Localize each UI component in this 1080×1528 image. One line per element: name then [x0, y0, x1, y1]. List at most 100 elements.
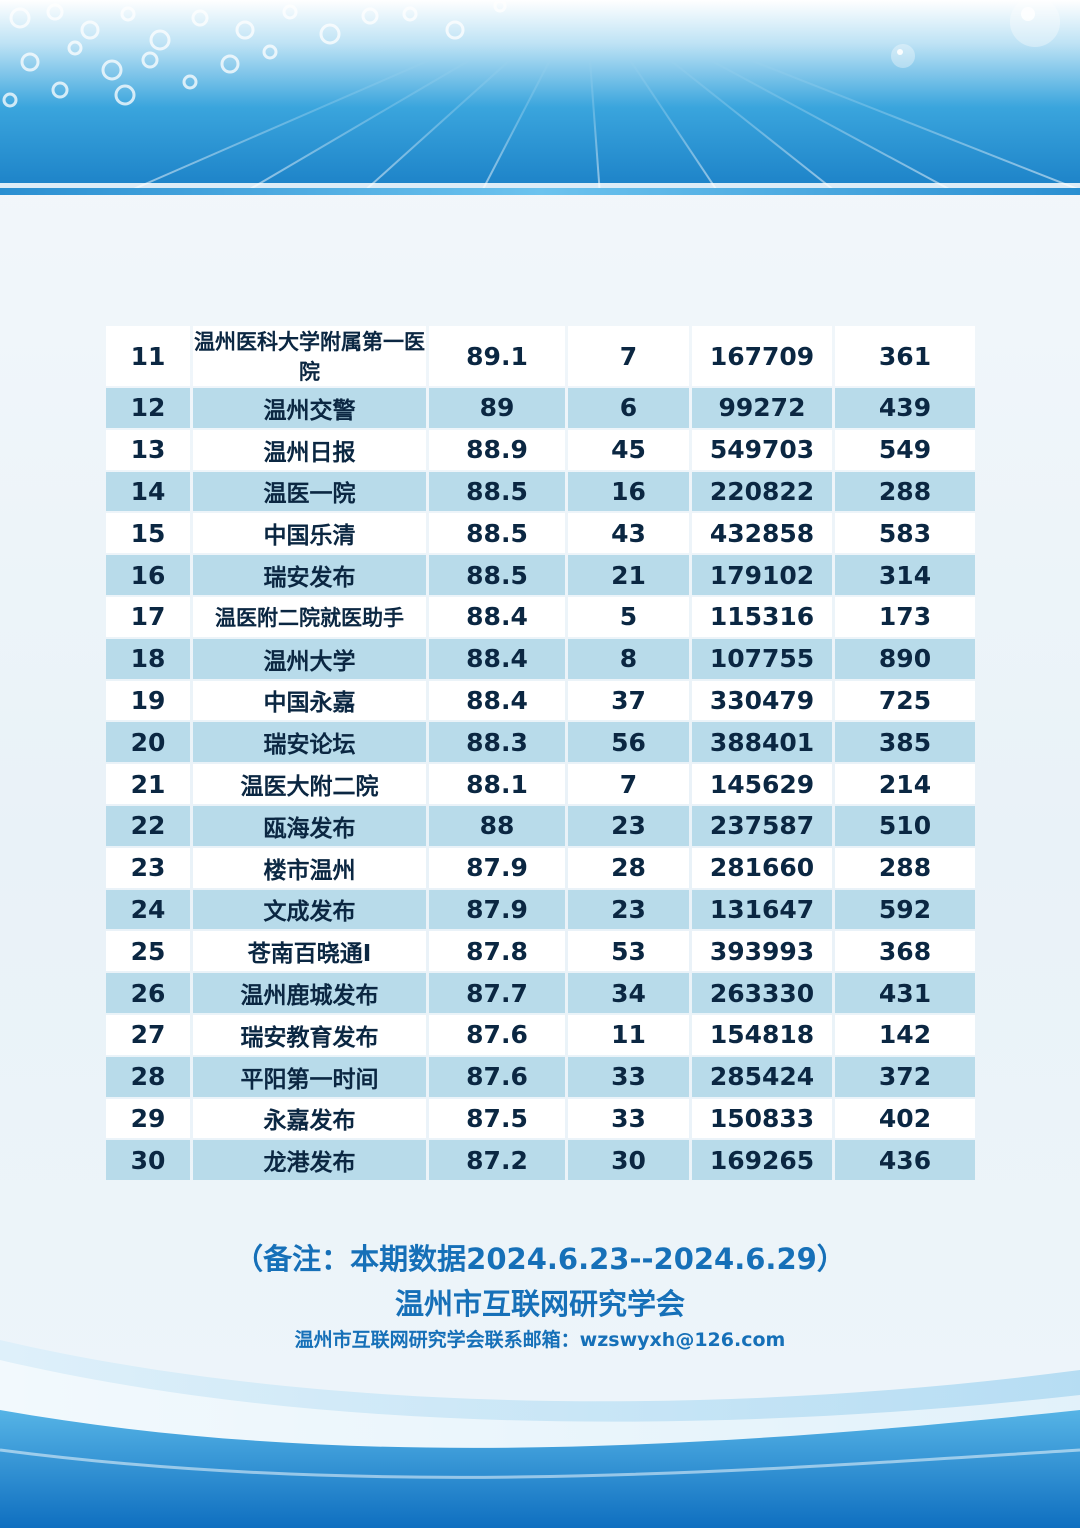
reads-cell: 107755 [692, 638, 832, 679]
account-name-cell: 龙港发布 [193, 1140, 426, 1181]
table-row: 15 中国乐清 88.5 43 432858 583 [106, 513, 975, 554]
posts-cell: 8 [568, 638, 689, 679]
table-row: 30 龙港发布 87.2 30 169265 436 [106, 1140, 975, 1181]
table-row: 22 瓯海发布 88 23 237587 510 [106, 805, 975, 846]
posts-cell: 30 [568, 1140, 689, 1181]
posts-cell: 6 [568, 388, 689, 428]
reads-cell: 237587 [692, 805, 832, 846]
score-cell: 87.9 [429, 889, 565, 930]
likes-cell: 431 [835, 973, 975, 1013]
score-cell: 87.9 [429, 847, 565, 888]
reads-cell: 285424 [692, 1056, 832, 1097]
rank-cell: 16 [106, 555, 190, 595]
account-name-cell: 温医大附二院 [193, 764, 426, 804]
reads-cell: 99272 [692, 388, 832, 428]
banner-divider [0, 188, 1080, 195]
reads-cell: 150833 [692, 1098, 832, 1139]
score-cell: 89 [429, 388, 565, 428]
posts-cell: 53 [568, 931, 689, 972]
account-name-cell: 瑞安发布 [193, 555, 426, 595]
table-row: 16 瑞安发布 88.5 21 179102 314 [106, 555, 975, 595]
score-cell: 87.8 [429, 931, 565, 972]
table-row: 11 温州医科大学附属第一医院 89.1 7 167709 361 [106, 326, 975, 386]
likes-cell: 439 [835, 388, 975, 428]
table-row: 13 温州日报 88.9 45 549703 549 [106, 429, 975, 470]
ranking-table: 11 温州医科大学附属第一医院 89.1 7 167709 361 12 温州交警 89 6 992… [103, 324, 978, 1182]
posts-cell: 23 [568, 805, 689, 846]
account-name-cell: 永嘉发布 [193, 1098, 426, 1139]
account-name-cell: 中国永嘉 [193, 680, 426, 721]
score-cell: 87.6 [429, 1056, 565, 1097]
rank-cell: 22 [106, 805, 190, 846]
likes-cell: 368 [835, 931, 975, 972]
contact-email: 温州市互联网研究学会联系邮箱：wzswyxh@126.com [294, 1329, 786, 1351]
likes-cell: 510 [835, 805, 975, 846]
reads-cell: 131647 [692, 889, 832, 930]
posts-cell: 7 [568, 326, 689, 386]
likes-cell: 173 [835, 596, 975, 637]
account-name-cell: 瑞安教育发布 [193, 1014, 426, 1055]
score-cell: 88.3 [429, 722, 565, 763]
account-name-cell: 温医附二院就医助手 [193, 596, 426, 637]
score-cell: 88.5 [429, 555, 565, 595]
header-banner [0, 0, 1080, 195]
posts-cell: 34 [568, 973, 689, 1013]
score-cell: 88.9 [429, 429, 565, 470]
rank-cell: 29 [106, 1098, 190, 1139]
table-row: 25 苍南百晓通I 87.8 53 393993 368 [106, 931, 975, 972]
table-row: 26 温州鹿城发布 87.7 34 263330 431 [106, 973, 975, 1013]
rank-cell: 15 [106, 513, 190, 554]
likes-cell: 288 [835, 847, 975, 888]
rank-cell: 26 [106, 973, 190, 1013]
account-name-cell: 楼市温州 [193, 847, 426, 888]
rank-cell: 24 [106, 889, 190, 930]
posts-cell: 21 [568, 555, 689, 595]
table-row: 24 文成发布 87.9 23 131647 592 [106, 889, 975, 930]
table-row: 21 温医大附二院 88.1 7 145629 214 [106, 764, 975, 804]
rank-cell: 13 [106, 429, 190, 470]
account-name-cell: 温州交警 [193, 388, 426, 428]
posts-cell: 11 [568, 1014, 689, 1055]
rank-cell: 18 [106, 638, 190, 679]
account-name-cell: 温州日报 [193, 429, 426, 470]
reads-cell: 330479 [692, 680, 832, 721]
score-cell: 88.5 [429, 471, 565, 512]
posts-cell: 43 [568, 513, 689, 554]
reads-cell: 167709 [692, 326, 832, 386]
reads-cell: 169265 [692, 1140, 832, 1181]
likes-cell: 436 [835, 1140, 975, 1181]
rank-cell: 12 [106, 388, 190, 428]
rank-cell: 27 [106, 1014, 190, 1055]
rank-cell: 25 [106, 931, 190, 972]
perspective-grid [0, 59, 1080, 195]
score-cell: 89.1 [429, 326, 565, 386]
posts-cell: 23 [568, 889, 689, 930]
rank-cell: 11 [106, 326, 190, 386]
bubble-icons [2, 0, 507, 108]
reads-cell: 115316 [692, 596, 832, 637]
score-cell: 87.7 [429, 973, 565, 1013]
posts-cell: 45 [568, 429, 689, 470]
score-cell: 88.4 [429, 680, 565, 721]
likes-cell: 361 [835, 326, 975, 386]
score-cell: 88.1 [429, 764, 565, 804]
posts-cell: 33 [568, 1056, 689, 1097]
likes-cell: 890 [835, 638, 975, 679]
bottom-wave-decoration [0, 1340, 1080, 1528]
table-row: 28 平阳第一时间 87.6 33 285424 372 [106, 1056, 975, 1097]
account-name-cell: 温医一院 [193, 471, 426, 512]
rank-cell: 23 [106, 847, 190, 888]
posts-cell: 16 [568, 471, 689, 512]
reads-cell: 281660 [692, 847, 832, 888]
reads-cell: 179102 [692, 555, 832, 595]
score-cell: 88 [429, 805, 565, 846]
table-row: 17 温医附二院就医助手 88.4 5 115316 173 [106, 596, 975, 637]
score-cell: 88.4 [429, 596, 565, 637]
reads-cell: 220822 [692, 471, 832, 512]
account-name-cell: 平阳第一时间 [193, 1056, 426, 1097]
table-body: 11 温州医科大学附属第一医院 89.1 7 167709 361 12 温州交警 89 6 992… [106, 326, 975, 1181]
account-name-cell: 苍南百晓通I [193, 931, 426, 972]
likes-cell: 372 [835, 1056, 975, 1097]
posts-cell: 33 [568, 1098, 689, 1139]
posts-cell: 28 [568, 847, 689, 888]
